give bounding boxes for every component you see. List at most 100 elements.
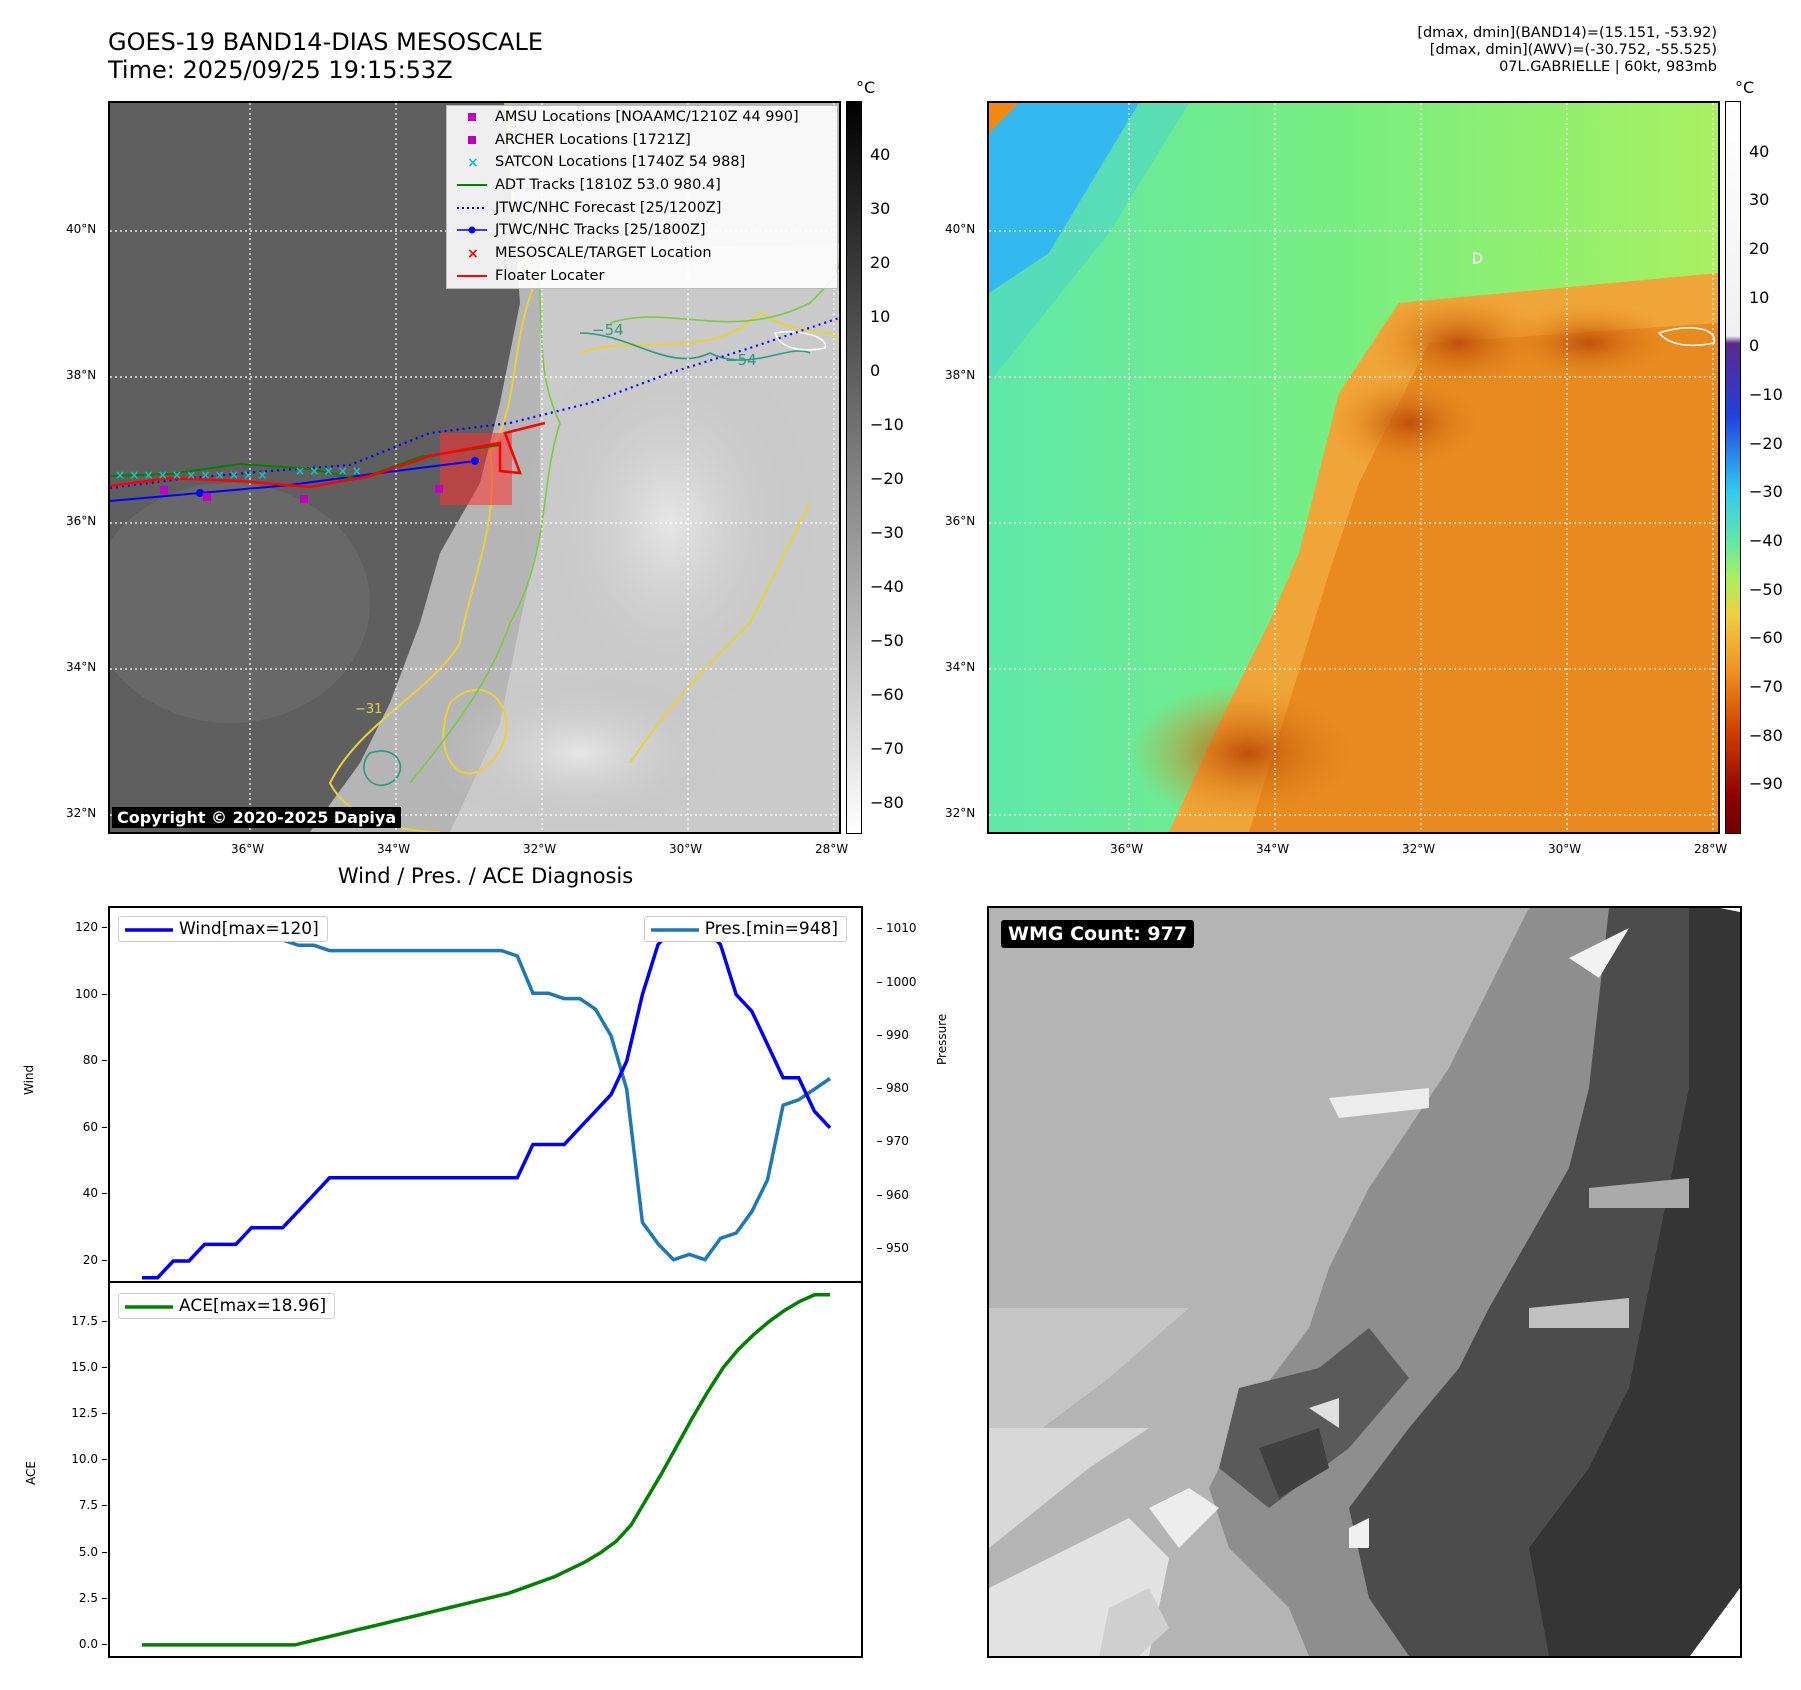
legend-item-archer: ARCHER Locations [1721Z] bbox=[447, 129, 837, 152]
pressure-tick-mark bbox=[877, 1248, 882, 1250]
ir-colorbar bbox=[846, 101, 862, 834]
wmg-image bbox=[989, 908, 1740, 1656]
ir-cb-tick: −60 bbox=[870, 685, 904, 704]
pressure-tick: 950 bbox=[886, 1241, 909, 1256]
floater-track bbox=[110, 421, 546, 489]
amsu-markers bbox=[160, 485, 443, 503]
ace-tick-mark bbox=[102, 1459, 107, 1461]
ace-tick: 2.5 bbox=[78, 1590, 98, 1605]
wind-axis-label: Wind bbox=[22, 1064, 36, 1095]
lat-tick: 34°N bbox=[66, 660, 97, 674]
wv-colorbar bbox=[1725, 101, 1741, 834]
wv-cb-tick: −70 bbox=[1749, 677, 1783, 696]
wind-tick-mark bbox=[102, 1126, 107, 1128]
ace-line bbox=[142, 1293, 830, 1647]
pressure-tick: 990 bbox=[886, 1027, 909, 1042]
pressure-tick-mark bbox=[877, 1088, 882, 1090]
wv-map-panel bbox=[987, 101, 1720, 834]
wv-lon-tick: 28°W bbox=[1694, 842, 1728, 856]
pressure-tick-mark bbox=[877, 1141, 882, 1143]
wv-lat-tick: 34°N bbox=[945, 660, 976, 674]
wind-tick-mark bbox=[102, 926, 107, 928]
legend-item-amsu: AMSU Locations [NOAAMC/1210Z 44 990] bbox=[447, 106, 837, 129]
wv-map-image bbox=[989, 103, 1718, 832]
wv-cb-tick: −20 bbox=[1749, 434, 1783, 453]
wind-tick: 120 bbox=[75, 919, 98, 934]
wv-warm-contour bbox=[1473, 252, 1483, 264]
wind-tick-mark bbox=[102, 1260, 107, 1262]
ace-tick: 15.0 bbox=[71, 1359, 98, 1374]
ace-axis-label: ACE bbox=[24, 1461, 38, 1485]
wv-cb-tick: −50 bbox=[1749, 580, 1783, 599]
wind-legend: Wind[max=120] bbox=[118, 916, 328, 942]
lat-tick: 40°N bbox=[66, 222, 97, 236]
pressure-tick: 1010 bbox=[886, 921, 917, 936]
svg-text:× × × × × × × × × × ×: × × × × × × × × × × × bbox=[115, 468, 267, 482]
wv-cb-tick: −40 bbox=[1749, 531, 1783, 550]
legend-item-target: × MESOSCALE/TARGET Location bbox=[467, 245, 712, 263]
ace-legend: ACE[max=18.96] bbox=[118, 1293, 336, 1319]
nhc-track-point bbox=[196, 489, 204, 497]
pressure-tick: 1000 bbox=[886, 974, 917, 989]
contour-label-3: −31 bbox=[355, 702, 382, 717]
ace-tick-mark bbox=[102, 1320, 107, 1322]
lon-tick: 30°W bbox=[669, 842, 703, 856]
legend-item-nhc-track: JTWC/NHC Tracks [25/1800Z] bbox=[447, 219, 837, 242]
ace-tick-mark bbox=[102, 1413, 107, 1415]
wv-cb-tick: −90 bbox=[1749, 774, 1783, 793]
wind-pressure-plot bbox=[142, 916, 832, 1280]
legend-item-adt: ADT Tracks [1810Z 53.0 980.4] bbox=[457, 177, 721, 194]
legend-item-forecast: JTWC/NHC Forecast [25/1200Z] bbox=[457, 199, 722, 216]
figure-title: GOES-19 BAND14-DIAS MESOSCALE Time: 2025… bbox=[108, 28, 543, 84]
ace-tick-mark bbox=[102, 1505, 107, 1507]
ace-tick-mark bbox=[102, 1551, 107, 1553]
ace-tick-mark bbox=[102, 1643, 107, 1645]
wv-cb-tick: −80 bbox=[1749, 726, 1783, 745]
ir-map-panel: −54 −54 −31 × × × × × × bbox=[108, 101, 841, 834]
ace-legend-label: ACE[max=18.96] bbox=[179, 1296, 327, 1316]
wv-lon-tick: 32°W bbox=[1402, 842, 1436, 856]
ir-cb-tick: −70 bbox=[870, 739, 904, 758]
ace-tick: 0.0 bbox=[78, 1636, 98, 1651]
stats-readout: [dmax, dmin](BAND14)=(15.151, -53.92) [d… bbox=[1417, 25, 1717, 76]
ace-chart: ACE[max=18.96] bbox=[108, 1281, 863, 1658]
wv-lat-tick: 38°N bbox=[945, 368, 976, 382]
ir-cb-tick: −50 bbox=[870, 631, 904, 650]
wv-cb-tick: 10 bbox=[1749, 288, 1770, 307]
ace-tick: 17.5 bbox=[71, 1313, 98, 1328]
svg-text:×: × bbox=[467, 155, 479, 171]
ace-tick: 10.0 bbox=[71, 1452, 98, 1467]
lon-tick: 36°W bbox=[231, 842, 265, 856]
ir-cb-tick: −80 bbox=[870, 793, 904, 812]
wv-cb-tick: −10 bbox=[1749, 385, 1783, 404]
adt-track bbox=[110, 444, 501, 481]
wv-lat-tick: 40°N bbox=[945, 222, 976, 236]
pressure-tick-mark bbox=[877, 928, 882, 930]
pressure-tick: 970 bbox=[886, 1134, 909, 1149]
wind-pressure-chart: Wind[max=120] Pres.[min=948] bbox=[108, 906, 863, 1283]
ir-cb-tick: 30 bbox=[870, 199, 891, 218]
ir-cb-tick: −30 bbox=[870, 523, 904, 542]
pressure-tick: 980 bbox=[886, 1081, 909, 1096]
wind-legend-label: Wind[max=120] bbox=[179, 919, 319, 939]
contour-label: −54 bbox=[592, 321, 624, 339]
wmg-count-badge: WMG Count: 977 bbox=[1001, 920, 1195, 948]
ir-cb-tick: 10 bbox=[870, 307, 891, 326]
copyright-label: Copyright © 2020-2025 Dapiya bbox=[112, 807, 402, 828]
lat-tick: 38°N bbox=[66, 368, 97, 382]
wv-lon-tick: 34°W bbox=[1256, 842, 1290, 856]
contour-label-2: −54 bbox=[725, 351, 757, 369]
wv-cb-tick: −60 bbox=[1749, 628, 1783, 647]
ir-cb-tick: 20 bbox=[870, 253, 891, 272]
stats-awv: [dmax, dmin](AWV)=(-30.752, -55.525) bbox=[1429, 42, 1717, 58]
pressure-legend-label: Pres.[min=948] bbox=[704, 919, 838, 939]
wv-cb-tick: −30 bbox=[1749, 482, 1783, 501]
diagnosis-title: Wind / Pres. / ACE Diagnosis bbox=[337, 864, 634, 888]
wv-gridlines bbox=[989, 103, 1718, 832]
map-legend: AMSU Locations [NOAAMC/1210Z 44 990] ARC… bbox=[446, 105, 838, 289]
wv-lat-tick: 32°N bbox=[945, 806, 976, 820]
wind-tick: 80 bbox=[82, 1053, 98, 1068]
wmg-panel: WMG Count: 977 bbox=[987, 906, 1742, 1658]
wind-tick-mark bbox=[102, 993, 107, 995]
wind-line bbox=[142, 926, 832, 1280]
